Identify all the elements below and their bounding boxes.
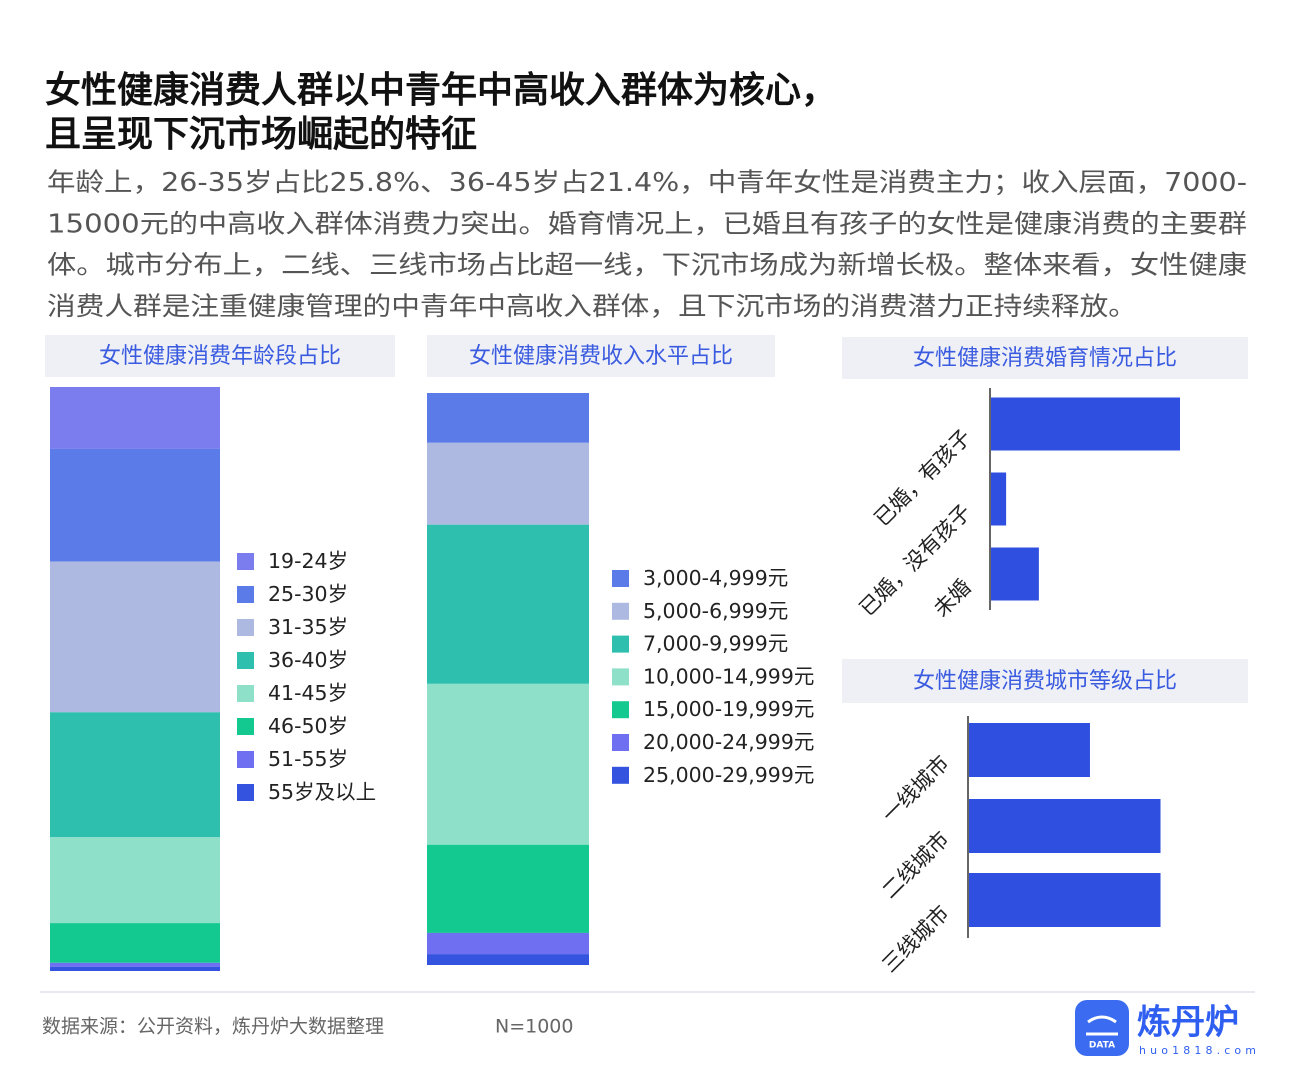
legend-label: 25-30岁 <box>268 582 348 606</box>
logo-text: 炼丹炉 <box>1137 1003 1239 1043</box>
bar <box>969 873 1161 927</box>
title: 女性健康消费人群以中青年中高收入群体为核心， <box>45 69 837 111</box>
logo-badge: DATA <box>1089 1041 1115 1051</box>
legend-label: 36-40岁 <box>268 648 348 672</box>
legend-swatch <box>237 784 254 801</box>
description: 体。城市分布上，二线、三线市场占比超一线，下沉市场成为新增长极。整体来看，女性健… <box>47 251 1247 281</box>
chart-title: 女性健康消费城市等级占比 <box>913 669 1177 694</box>
logo-icon <box>1075 1000 1129 1056</box>
bar <box>991 472 1007 526</box>
bar-segment <box>50 712 220 838</box>
bar-segment <box>50 561 220 713</box>
title: 且呈现下沉市场崛起的特征 <box>45 114 477 155</box>
bar-segment <box>427 954 589 965</box>
bar-segment <box>50 837 220 924</box>
bar-segment <box>50 448 220 562</box>
chart-title-box <box>427 335 775 377</box>
legend-swatch <box>237 751 254 768</box>
legend-swatch <box>612 635 629 653</box>
bar-segment <box>50 923 220 963</box>
bar-segment <box>427 844 589 933</box>
legend-swatch <box>612 734 629 751</box>
description: 消费人群是注重健康管理的中青年中高收入群体，且下沉市场的消费潜力正持续释放。 <box>47 292 1137 322</box>
legend-label: 7,000-9,999元 <box>643 632 788 656</box>
legend-label: 31-35岁 <box>268 615 348 639</box>
legend-label: 15,000-19,999元 <box>643 697 814 721</box>
chart-title: 女性健康消费年龄段占比 <box>99 344 341 369</box>
legend-label: 51-55岁 <box>268 747 348 771</box>
chart-title-box <box>842 659 1248 703</box>
description: 15000元的中高收入群体消费力突出。婚育情况上，已婚且有孩子的女性是健康消费的… <box>47 209 1247 239</box>
chart-title: 女性健康消费婚育情况占比 <box>913 346 1177 371</box>
bar <box>969 799 1161 853</box>
sample-size: N=1000 <box>495 1016 574 1038</box>
legend-swatch <box>612 701 629 719</box>
legend-label: 41-45岁 <box>268 681 348 705</box>
legend-swatch <box>237 586 254 603</box>
legend-label: 55岁及以上 <box>268 780 376 804</box>
bar-segment <box>50 962 220 967</box>
bar <box>991 397 1180 451</box>
chart-title-box <box>45 335 395 377</box>
chart-title-box <box>842 337 1248 379</box>
legend-swatch <box>237 718 254 735</box>
legend-swatch <box>612 766 629 784</box>
legend-swatch <box>612 602 629 620</box>
bar-segment <box>50 387 220 449</box>
legend-label: 20,000-24,999元 <box>643 730 814 754</box>
legend-swatch <box>237 652 254 669</box>
logo-url: huo1818.com <box>1139 1044 1256 1057</box>
legend-label: 5,000-6,999元 <box>643 599 788 623</box>
description: 年龄上，26-35岁占比25.8%、36-45岁占21.4%，中青年女性是消费主… <box>47 168 1247 198</box>
bar-segment <box>427 683 589 845</box>
legend-label: 10,000-14,999元 <box>643 664 814 688</box>
legend-swatch <box>612 668 629 686</box>
logo-glyph <box>1086 1015 1118 1036</box>
bar <box>991 547 1039 601</box>
legend-swatch <box>237 685 254 702</box>
legend-label: 19-24岁 <box>268 549 348 573</box>
legend-swatch <box>612 570 629 587</box>
legend-swatch <box>237 553 254 570</box>
bar-segment <box>427 932 589 955</box>
legend-label: 46-50岁 <box>268 714 348 738</box>
chart-title: 女性健康消费收入水平占比 <box>469 344 733 369</box>
legend-label: 3,000-4,999元 <box>643 566 788 590</box>
bar-segment <box>427 442 589 525</box>
bar-segment <box>427 393 589 443</box>
legend-label: 25,000-29,999元 <box>643 763 814 787</box>
bar-segment <box>50 966 220 971</box>
bar-segment <box>427 524 589 684</box>
bar <box>969 723 1090 777</box>
source: 数据来源：公开资料，炼丹炉大数据整理 <box>42 1016 384 1038</box>
legend-swatch <box>237 619 254 636</box>
